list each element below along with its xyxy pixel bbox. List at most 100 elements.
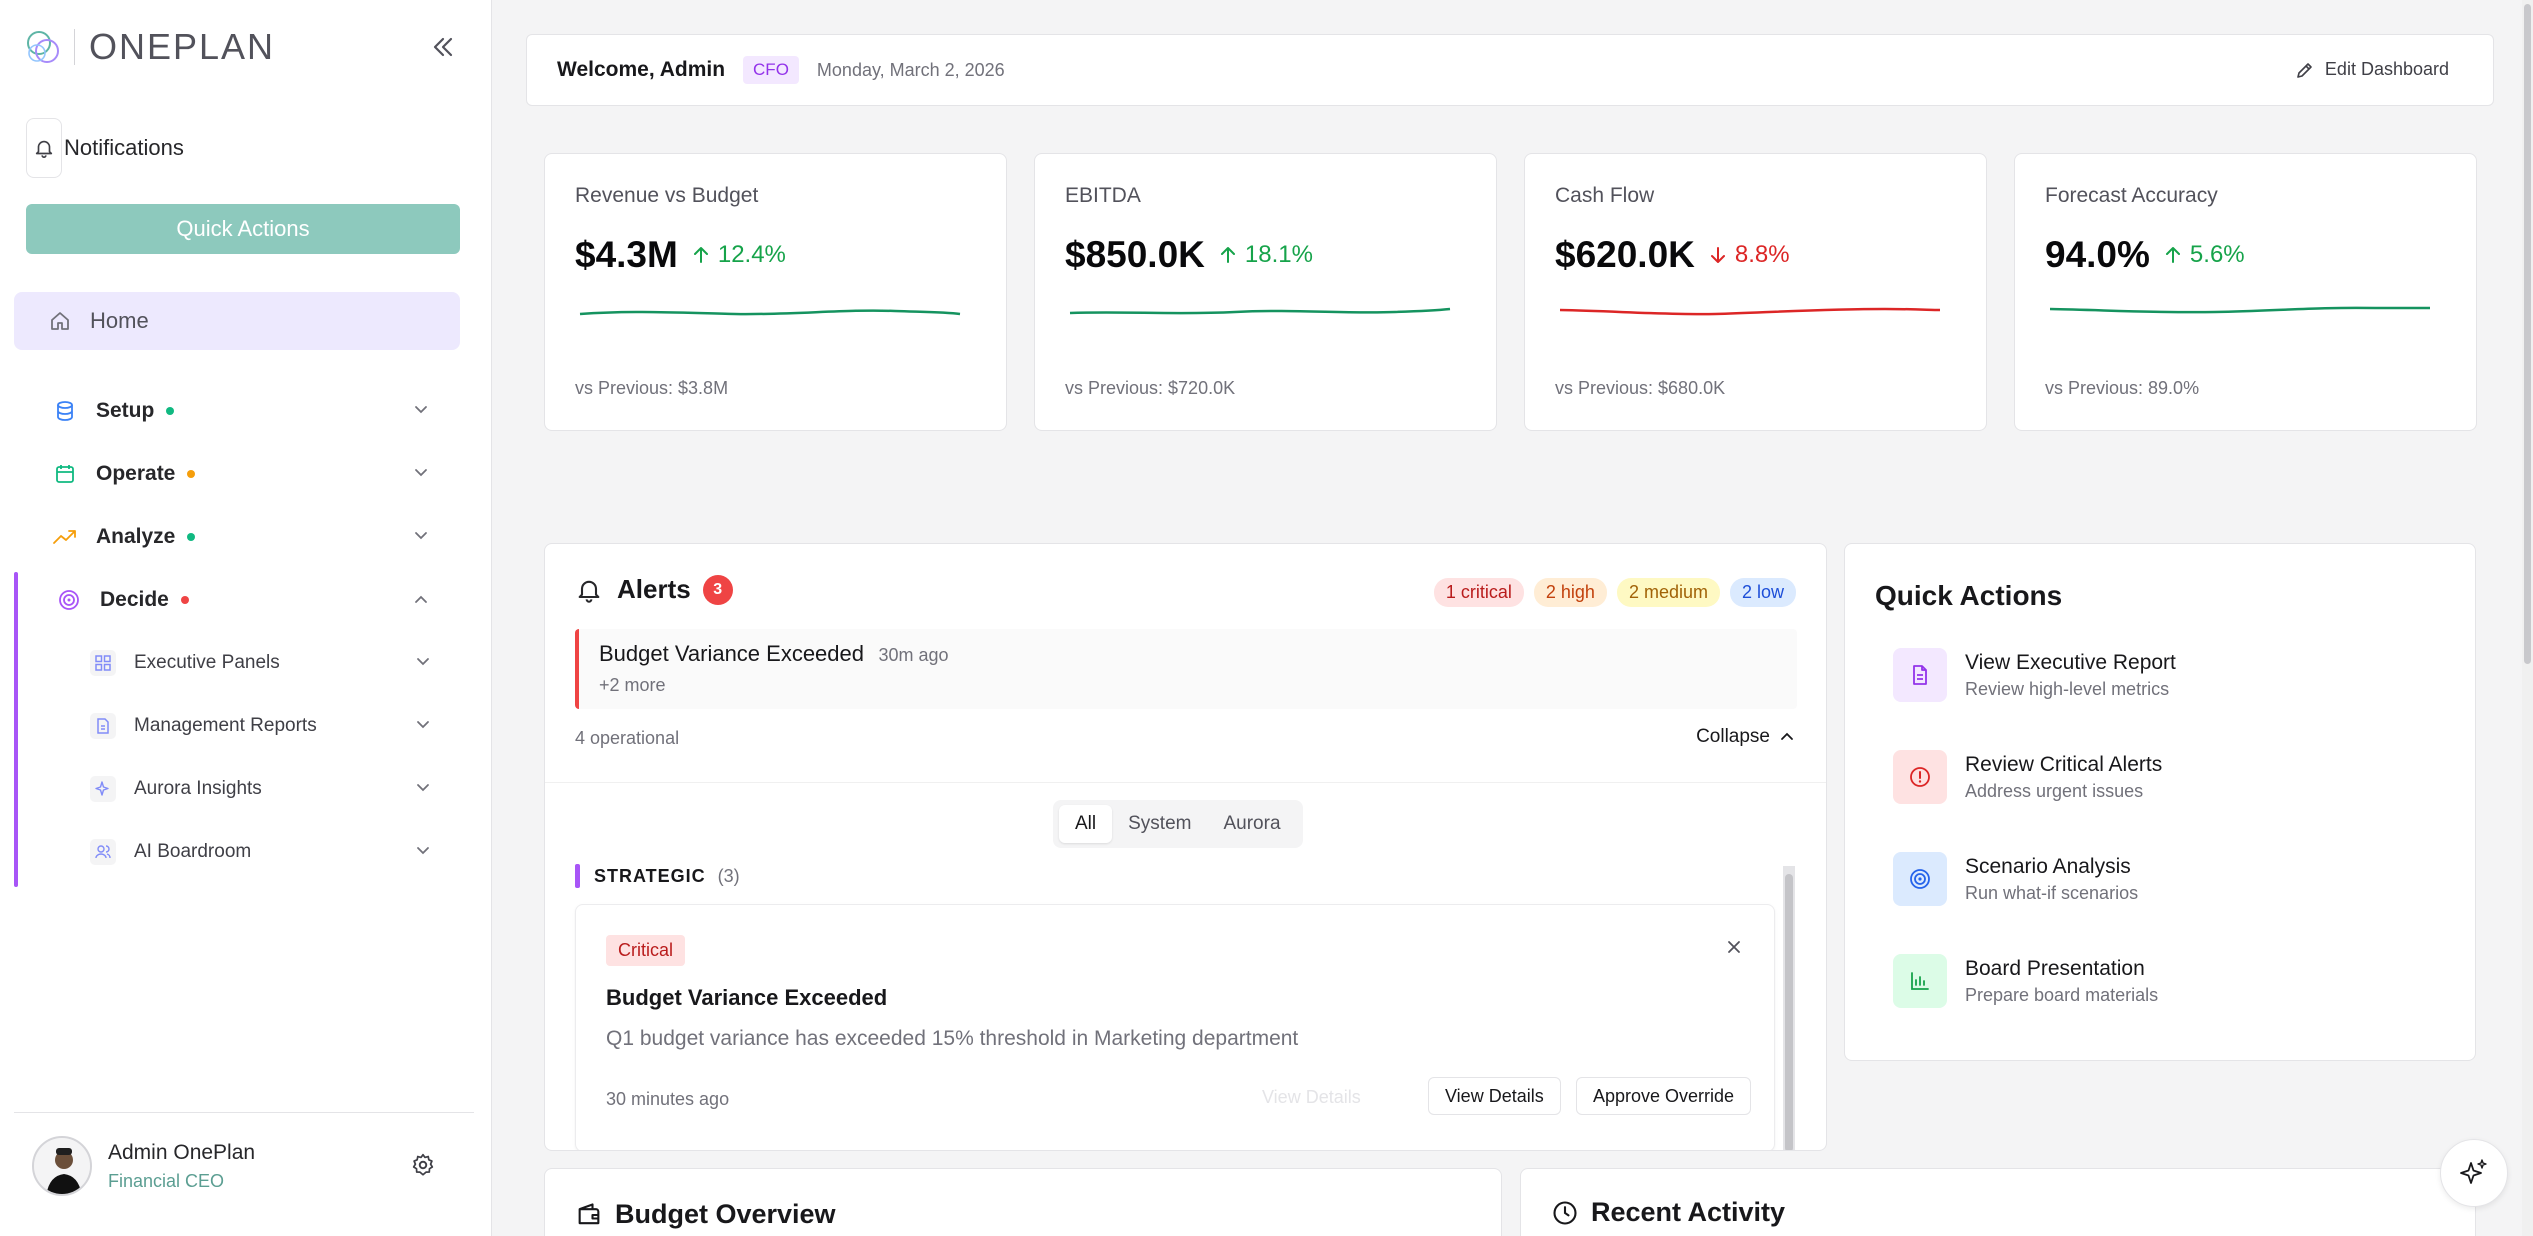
edit-dashboard-label: Edit Dashboard [2324,59,2449,79]
budget-overview-card: Budget Overview [544,1168,1502,1236]
sidebar-divider [14,1112,474,1113]
alert-card-title: Budget Variance Exceeded [606,985,888,1010]
file-text-icon [1893,648,1947,702]
chevron-down-icon [415,532,427,540]
logo-text: ONEPLAN [89,26,276,67]
chevrons-left-icon [433,37,453,57]
sidebar-item-analyze[interactable]: Analyze [52,517,432,557]
quick-actions-button[interactable]: Quick Actions [26,204,460,254]
arrow-down-icon [1710,247,1725,263]
kpi-card-cash-flow[interactable]: Cash Flow $620.0K 8.8% vs Previous: $680… [1524,153,1987,431]
kpi-change-value: 18.1% [1244,241,1313,268]
collapse-sidebar-button[interactable] [428,32,458,62]
kpi-value: $850.0K [1065,234,1205,275]
sidebar-subitem-management-reports[interactable]: Management Reports [90,706,434,746]
kpi-value: $620.0K [1555,234,1695,275]
chevron-down-icon [415,406,427,414]
quick-action-critical-alerts[interactable]: Review Critical Alerts Address urgent is… [1893,750,2162,804]
approve-override-button[interactable]: Approve Override [1576,1077,1752,1115]
sidebar-item-home[interactable]: Home [14,292,460,350]
document-icon [90,713,116,739]
sidebar-subitem-aurora-insights[interactable]: Aurora Insights [90,769,434,809]
current-date: Monday, March 2, 2026 [816,59,1005,80]
status-dot [187,470,196,478]
quick-action-executive-report[interactable]: View Executive Report Review high-level … [1893,648,2176,702]
close-icon [1728,941,1740,953]
tab-system[interactable]: System [1128,813,1192,834]
notifications-button[interactable]: Notifications [26,118,184,178]
ai-assistant-button[interactable] [2440,1139,2508,1207]
quick-action-board-presentation[interactable]: Board Presentation Prepare board materia… [1893,954,2158,1008]
alert-card[interactable]: Critical Budget Variance Exceeded Q1 bud… [575,904,1775,1150]
quick-action-sub: Prepare board materials [1965,984,2159,1005]
operational-count: 4 operational [575,728,680,748]
sidebar-subitem-label: Management Reports [134,715,317,736]
notifications-label: Notifications [64,135,184,160]
severity-badge-low[interactable]: 2 low [1729,578,1796,607]
sidebar-subitem-executive-panels[interactable]: Executive Panels [90,643,434,683]
edit-dashboard-button[interactable]: Edit Dashboard [2295,59,2449,80]
sidebar-subitem-label: Aurora Insights [134,778,262,799]
status-dot [166,407,175,415]
top-alert-summary[interactable]: Budget Variance Exceeded 30m ago +2 more [575,629,1797,709]
recent-activity-title: Recent Activity [1591,1197,1786,1227]
sidebar-item-decide[interactable]: Decide [56,580,432,620]
sidebar-item-operate[interactable]: Operate [52,454,432,494]
quick-action-scenario-analysis[interactable]: Scenario Analysis Run what-if scenarios [1893,852,2138,906]
sparkles-icon [2460,1159,2487,1184]
bell-icon [26,118,62,178]
alerts-title: Alerts [617,574,691,604]
kpi-title: EBITDA [1065,184,1141,207]
kpi-card-revenue[interactable]: Revenue vs Budget $4.3M 12.4% vs Previou… [544,153,1007,431]
calendar-icon [52,461,78,487]
logo[interactable]: ONEPLAN [22,26,275,68]
kpi-previous: vs Previous: 89.0% [2045,378,2200,398]
group-count: (3) [717,865,740,886]
severity-badge-high[interactable]: 2 high [1533,578,1607,607]
settings-button[interactable] [410,1152,436,1183]
welcome-text: Welcome, Admin [557,58,726,81]
alert-circle-icon [1893,750,1947,804]
trending-up-icon [52,524,78,550]
status-dot [187,533,196,541]
group-label: STRATEGIC [594,865,706,886]
tab-aurora[interactable]: Aurora [1223,813,1281,834]
arrow-up-icon [2165,247,2180,263]
quick-action-label: View Executive Report [1965,650,2176,674]
arrow-up-icon [693,247,708,263]
kpi-card-ebitda[interactable]: EBITDA $850.0K 18.1% vs Previous: $720.0… [1034,153,1497,431]
top-alert-more: +2 more [599,675,666,695]
quick-action-sub: Review high-level metrics [1965,678,2170,699]
user-role: Financial CEO [108,1170,225,1191]
sidebar-subitem-ai-boardroom[interactable]: AI Boardroom [90,832,434,872]
status-dot [180,596,189,604]
alert-filter-tabs: All System Aurora [1053,800,1303,848]
kpi-value: $4.3M [575,234,678,275]
quick-action-sub: Address urgent issues [1965,780,2144,801]
alerts-scrollbar-thumb[interactable] [1785,874,1793,1150]
kpi-previous: vs Previous: $3.8M [575,378,729,398]
gear-icon [412,1153,434,1176]
severity-badge-medium[interactable]: 2 medium [1616,578,1720,607]
user-profile[interactable]: Admin OnePlan Financial CEO [32,1136,255,1196]
role-badge: CFO [743,56,799,84]
severity-badge: Critical [606,935,686,966]
kpi-title: Forecast Accuracy [2045,184,2218,207]
severity-badge-critical[interactable]: 1 critical [1433,578,1524,607]
tab-all[interactable]: All [1059,805,1113,843]
ghost-view-details: View Details [1262,1087,1361,1107]
collapse-alerts-button[interactable]: Collapse [1696,726,1796,748]
oneplan-logo-icon [27,31,59,63]
top-alert-time: 30m ago [878,645,949,665]
kpi-card-forecast-accuracy[interactable]: Forecast Accuracy 94.0% 5.6% vs Previous… [2014,153,2477,431]
sparkline [2049,306,2430,314]
sidebar-item-setup[interactable]: Setup [52,391,432,431]
kpi-change: 12.4% [692,241,786,269]
page-scrollbar-thumb[interactable] [2524,4,2531,664]
pencil-icon [2297,62,2312,78]
dismiss-alert-button[interactable] [1724,937,1744,962]
alert-group-header: STRATEGIC (3) [575,864,740,888]
quick-action-label: Scenario Analysis [1965,854,2131,878]
view-details-button[interactable]: View Details [1428,1077,1561,1115]
sparkline [1069,307,1451,315]
